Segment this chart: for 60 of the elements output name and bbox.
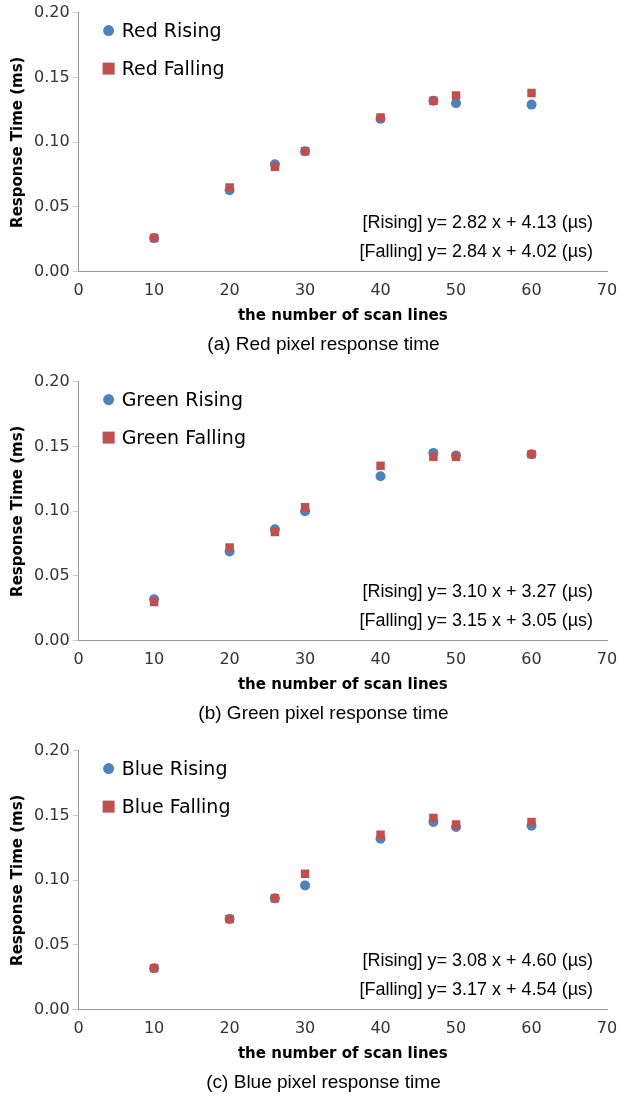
x-tick-label: 30 — [294, 279, 316, 299]
y-tick-label: 0.20 — [34, 370, 70, 390]
y-tick-label: 0.00 — [34, 998, 70, 1018]
x-tick-label: 50 — [445, 1017, 467, 1037]
legend-label: Blue Falling — [121, 794, 231, 817]
x-tick-label: 30 — [294, 1017, 316, 1037]
x-tick-label: 20 — [219, 279, 240, 299]
x-tick-label: 70 — [596, 1017, 618, 1037]
annotation: [Rising] y= 2.82 x + 4.13 (µs) — [362, 211, 593, 232]
annotation: [Rising] y= 3.08 x + 4.60 (µs) — [362, 949, 593, 970]
y-tick-label: 0.20 — [34, 739, 70, 759]
x-tick-label: 40 — [370, 279, 391, 299]
x-tick-label: 60 — [521, 279, 542, 299]
y-tick-label: 0.15 — [34, 435, 70, 455]
text: (b) Green pixel response time — [197, 701, 450, 725]
y-tick-label: 0.00 — [34, 629, 70, 649]
x-tick-label: 40 — [370, 648, 391, 668]
legend-label: Blue Rising — [121, 756, 228, 779]
x-tick-label: 0 — [73, 648, 84, 668]
x-tick-label: 60 — [521, 648, 542, 668]
annotation: [Falling] y= 3.15 x + 3.05 (µs) — [359, 609, 593, 630]
y-tick-label: 0.15 — [34, 66, 70, 86]
x-tick-label: 60 — [521, 1017, 542, 1037]
y-axis-title: Response Time (ms) — [7, 56, 26, 228]
annotation: [Rising] y= 3.10 x + 3.27 (µs) — [362, 580, 593, 601]
y-tick-label: 0.05 — [34, 196, 70, 216]
x-tick-label: 40 — [370, 1017, 391, 1037]
x-tick-label: 0 — [73, 279, 84, 299]
y-tick-label: 0.10 — [34, 869, 70, 889]
y-tick-label: 0.20 — [34, 1, 70, 21]
x-axis-title: the number of scan lines — [237, 305, 448, 324]
y-tick-label: 0.10 — [34, 131, 70, 151]
y-tick-label: 0.00 — [34, 260, 70, 280]
x-tick-label: 10 — [143, 1017, 165, 1037]
x-tick-label: 20 — [219, 648, 240, 668]
x-tick-label: 10 — [143, 279, 165, 299]
y-tick-label: 0.05 — [34, 565, 70, 585]
x-tick-label: 70 — [596, 279, 618, 299]
x-tick-label: 10 — [143, 648, 165, 668]
x-tick-label: 50 — [445, 279, 467, 299]
text: (c) Blue pixel response time — [205, 1070, 442, 1094]
x-tick-label: 0 — [73, 1017, 84, 1037]
legend-label: Red Falling — [121, 56, 225, 79]
annotation: [Falling] y= 3.17 x + 4.54 (µs) — [359, 978, 593, 999]
x-tick-label: 70 — [596, 648, 618, 668]
x-tick-label: 30 — [294, 648, 316, 668]
y-tick-label: 0.05 — [34, 934, 70, 954]
y-tick-label: 0.15 — [34, 804, 70, 824]
y-axis-title: Response Time (ms) — [7, 425, 26, 597]
x-axis-title: the number of scan lines — [237, 674, 448, 693]
legend-label: Green Falling — [121, 425, 246, 448]
y-tick-label: 0.10 — [34, 500, 70, 520]
annotation: [Falling] y= 2.84 x + 4.02 (µs) — [359, 240, 593, 261]
x-axis-title: the number of scan lines — [237, 1043, 448, 1062]
legend-label: Green Rising — [121, 387, 243, 410]
x-tick-label: 50 — [445, 648, 467, 668]
legend-label: Red Rising — [121, 18, 222, 41]
text: (a) Red pixel response time — [206, 332, 441, 356]
y-axis-title: Response Time (ms) — [7, 794, 26, 966]
x-tick-label: 20 — [219, 1017, 240, 1037]
